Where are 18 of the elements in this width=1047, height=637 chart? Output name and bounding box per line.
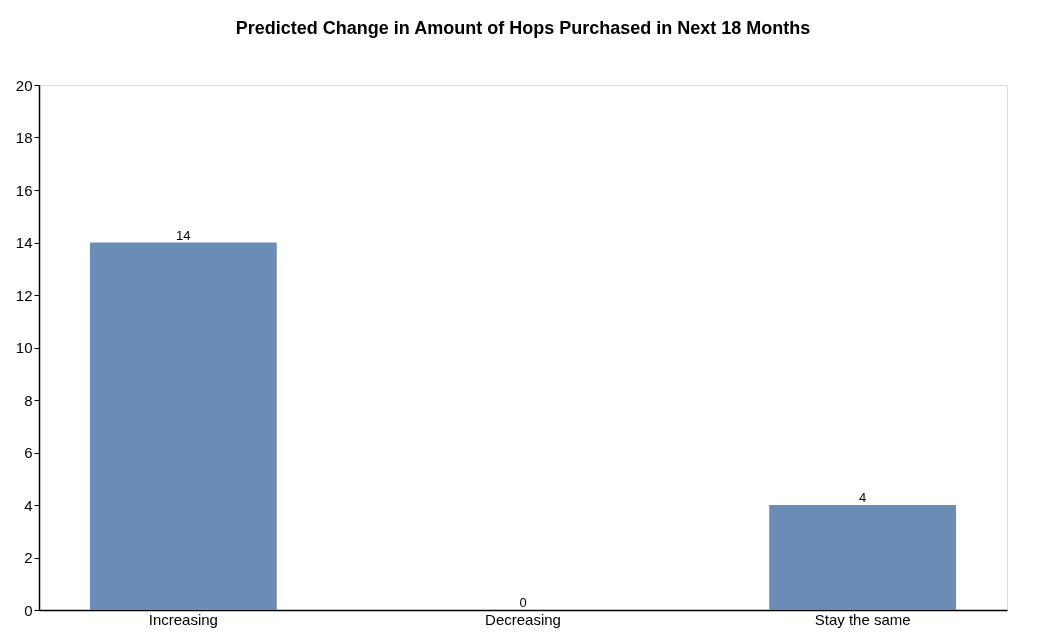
y-tick-label: 14: [15, 234, 33, 251]
chart-title: Predicted Change in Amount of Hops Purchased in Next 18 Months: [235, 18, 811, 38]
y-tick-label: 0: [24, 601, 33, 619]
x-tick-label: Stay the same: [814, 610, 911, 628]
data-label: 0: [519, 595, 527, 610]
y-tick-label: 8: [24, 391, 33, 409]
y-tick-label: 20: [15, 76, 33, 94]
data-label: 14: [176, 227, 191, 243]
y-tick-label: 12: [15, 286, 33, 304]
y-tick-label: 4: [24, 496, 33, 514]
y-tick-label: 2: [24, 549, 33, 566]
data-label: 4: [859, 490, 867, 505]
y-tick-label: 6: [24, 444, 33, 461]
y-tick-label: 18: [15, 129, 33, 146]
x-tick-label: Decreasing: [485, 610, 561, 628]
y-tick-label: 10: [15, 339, 33, 356]
x-tick-label: Increasing: [148, 610, 218, 628]
y-tick-label: 16: [15, 181, 33, 199]
